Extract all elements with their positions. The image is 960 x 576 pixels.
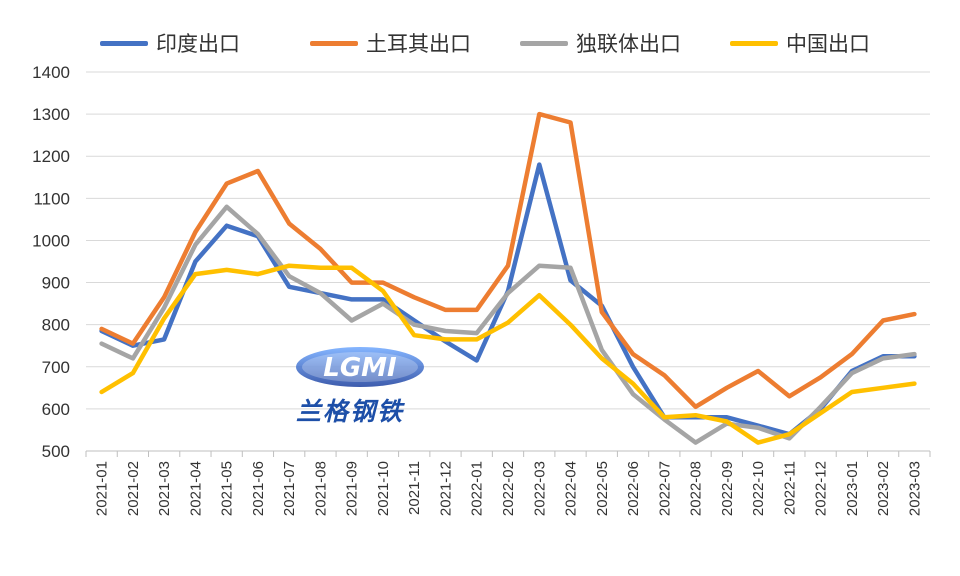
legend-swatch (310, 40, 358, 46)
x-tick-label: 2021-10 (375, 461, 392, 516)
x-tick-label: 2022-12 (813, 461, 830, 516)
legend-item-1: 土耳其出口 (310, 28, 520, 58)
legend-label: 土耳其出口 (366, 32, 471, 56)
legend-item-3: 中国出口 (730, 28, 940, 58)
x-tick-label: 2022-01 (469, 461, 486, 516)
x-tick-label: 2022-09 (719, 461, 736, 516)
x-tick-label: 2022-03 (531, 461, 548, 516)
x-tick-label: 2022-05 (594, 461, 611, 516)
legend-swatch (100, 40, 148, 46)
legend-label: 印度出口 (156, 32, 240, 56)
x-tick-label: 2021-11 (406, 461, 423, 515)
series-layer (99, 111, 917, 445)
x-tick-label: 2022-07 (656, 461, 673, 516)
x-tick-label: 2021-04 (187, 461, 204, 516)
x-tick-label: 2022-06 (625, 461, 642, 516)
logo-caption: 兰格钢铁 (296, 397, 405, 426)
x-tick-label: 2021-02 (125, 461, 142, 516)
x-tick-label: 2022-02 (500, 461, 517, 516)
y-tick-label: 800 (42, 316, 70, 335)
x-axis: 2021-01 2021-02 2021-03 2021-04 2021-05 2021-… (85, 451, 931, 516)
legend-item-2: 独联体出口 (520, 28, 730, 58)
x-tick-label: 2022-08 (688, 461, 705, 516)
x-tick-label: 2021-08 (312, 461, 329, 516)
legend: 印度出口 土耳其出口 独联体出口 中国出口 (100, 28, 940, 58)
y-tick-label: 700 (42, 358, 70, 377)
y-tick-label: 500 (42, 442, 70, 461)
y-tick-label: 600 (42, 400, 70, 419)
y-tick-label: 1300 (32, 105, 70, 124)
series-line-3 (99, 263, 917, 445)
x-tick-label: 2021-06 (250, 461, 267, 516)
y-tick-label: 900 (42, 274, 70, 293)
y-tick-label: 1400 (32, 63, 70, 82)
y-tick-label: 1000 (32, 231, 70, 250)
x-tick-label: 2022-11 (781, 461, 798, 515)
legend-item-0: 印度出口 (100, 28, 310, 58)
x-tick-label: 2022-04 (563, 461, 580, 516)
y-tick-label: 1200 (32, 147, 70, 166)
x-tick-label: 2023-03 (906, 461, 923, 516)
logo-wordmark: LGMI (323, 353, 397, 383)
x-tick-label: 2021-01 (94, 461, 111, 516)
legend-label: 独联体出口 (576, 32, 681, 56)
y-tick-label: 1100 (33, 189, 70, 208)
legend-swatch (520, 40, 568, 46)
x-tick-label: 2021-05 (219, 461, 236, 516)
legend-label: 中国出口 (786, 32, 870, 56)
x-tick-label: 2021-07 (281, 461, 298, 516)
lgmi-logo-icon: LGMI (296, 347, 424, 387)
legend-swatch (730, 40, 778, 46)
x-tick-label: 2021-12 (437, 461, 454, 516)
x-tick-label: 2023-02 (875, 461, 892, 516)
x-tick-label: 2021-09 (344, 461, 361, 516)
y-axis: 500 600 700 800 900 1000 1100 1200 1300 1400 (32, 63, 70, 461)
series-line-1 (99, 111, 917, 410)
x-tick-label: 2022-10 (750, 461, 767, 516)
x-tick-label: 2021-03 (156, 461, 173, 516)
x-tick-label: 2023-01 (844, 461, 861, 516)
